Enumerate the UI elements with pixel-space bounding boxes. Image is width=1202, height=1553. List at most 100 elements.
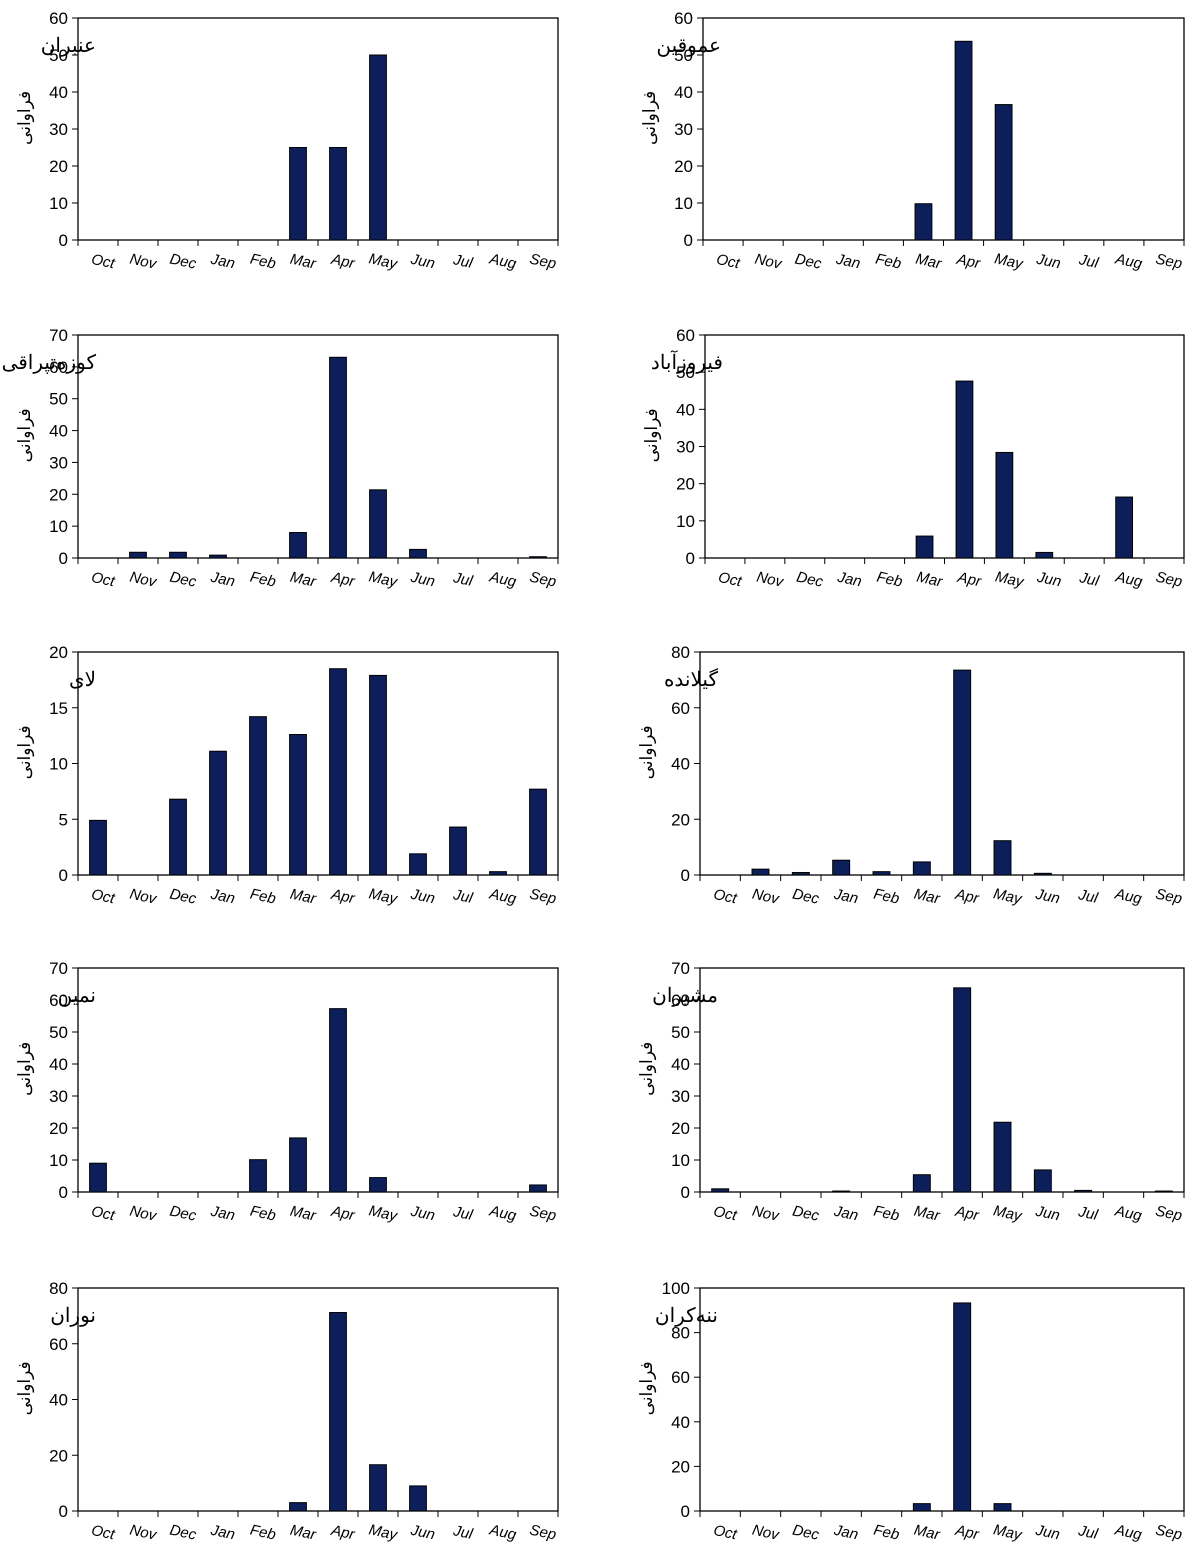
y-axis-label: فراوانی bbox=[640, 91, 660, 145]
y-tick-label: 20 bbox=[49, 643, 68, 662]
bar-nov bbox=[751, 868, 770, 876]
y-tick-label: 10 bbox=[49, 1151, 68, 1170]
y-tick-label: 40 bbox=[676, 400, 695, 419]
y-tick-label: 20 bbox=[49, 157, 68, 176]
plot-frame bbox=[699, 651, 1185, 876]
plot-frame bbox=[702, 17, 1185, 241]
y-tick-label: 70 bbox=[671, 959, 690, 978]
y-tick-label: 10 bbox=[49, 755, 68, 774]
x-tick-label: Sep bbox=[528, 886, 558, 908]
x-tick-label: Nov bbox=[751, 1522, 782, 1544]
x-tick-label: Jul bbox=[1077, 569, 1101, 590]
y-tick-label: 60 bbox=[676, 326, 695, 345]
bar-aug bbox=[1115, 496, 1134, 559]
x-tick-label: May bbox=[992, 885, 1025, 908]
bar-jan bbox=[209, 750, 227, 876]
y-tick-label: 20 bbox=[671, 1119, 690, 1138]
x-tick-label: Apr bbox=[953, 886, 981, 908]
bar-jun bbox=[1035, 551, 1054, 559]
bar-mar bbox=[912, 1174, 931, 1193]
y-tick-label: 60 bbox=[49, 991, 68, 1010]
x-tick-label: Mar bbox=[912, 1522, 942, 1544]
chart-panel: 0 20 40 60 80 100 Oct Nov Dec Jan Feb Mar Apr May Jun J… bbox=[637, 1279, 1185, 1544]
chart-panel: 0 10 20 30 40 50 60 70 Oct Nov Dec Jan Feb Mar Apr May J… bbox=[2, 326, 559, 591]
bar-mar bbox=[289, 147, 307, 241]
bar-mar bbox=[915, 535, 934, 559]
y-tick-label: 60 bbox=[49, 1335, 68, 1354]
y-axis-label: فراوانی bbox=[642, 408, 662, 462]
y-tick-label: 40 bbox=[671, 755, 690, 774]
x-tick-label: Jun bbox=[1033, 886, 1061, 908]
x-tick-label: Apr bbox=[953, 1522, 981, 1544]
x-tick-label: Sep bbox=[1154, 886, 1184, 908]
bar-oct bbox=[89, 819, 107, 876]
x-tick-label: Oct bbox=[712, 1203, 739, 1225]
x-tick-label: Aug bbox=[1113, 885, 1144, 908]
bar-feb bbox=[872, 871, 891, 876]
y-tick-label: 10 bbox=[671, 1151, 690, 1170]
y-tick-label: 30 bbox=[676, 438, 695, 457]
x-tick-label: Dec bbox=[168, 1522, 198, 1544]
x-tick-label: Feb bbox=[249, 1522, 278, 1544]
x-tick-label: Jun bbox=[408, 1522, 436, 1544]
x-tick-label: Nov bbox=[753, 251, 784, 273]
x-tick-label: Dec bbox=[793, 251, 823, 273]
x-tick-label: Sep bbox=[1154, 251, 1184, 273]
bar-may bbox=[369, 1177, 387, 1193]
x-tick-label: Sep bbox=[528, 1203, 558, 1225]
x-tick-label: May bbox=[992, 1202, 1025, 1225]
y-tick-label: 80 bbox=[671, 1324, 690, 1343]
x-tick-label: Apr bbox=[955, 569, 983, 591]
y-tick-label: 10 bbox=[49, 194, 68, 213]
y-tick-label: 30 bbox=[49, 120, 68, 139]
bar-mar bbox=[912, 1503, 931, 1512]
x-tick-label: Jan bbox=[834, 251, 862, 273]
y-tick-label: 0 bbox=[59, 231, 68, 250]
y-tick-label: 20 bbox=[671, 810, 690, 829]
bar-mar bbox=[289, 532, 307, 559]
x-tick-label: Oct bbox=[90, 251, 117, 273]
x-tick-label: Sep bbox=[1154, 1203, 1184, 1225]
x-tick-label: Apr bbox=[329, 886, 357, 908]
y-tick-label: 5 bbox=[59, 810, 68, 829]
bar-jun bbox=[409, 1485, 427, 1512]
x-tick-label: Jul bbox=[451, 251, 475, 272]
bar-nov bbox=[129, 551, 147, 559]
x-tick-label: Dec bbox=[168, 251, 198, 273]
y-axis-label: فراوانی bbox=[637, 1042, 657, 1096]
bar-dec bbox=[169, 798, 187, 876]
chart-title: لای bbox=[69, 667, 96, 691]
bar-apr bbox=[329, 147, 347, 241]
y-tick-label: 50 bbox=[671, 1023, 690, 1042]
y-tick-label: 20 bbox=[676, 475, 695, 494]
x-tick-label: Aug bbox=[1113, 1202, 1144, 1225]
y-axis-label: فراوانی bbox=[15, 1361, 35, 1415]
x-tick-label: Jan bbox=[208, 1522, 236, 1544]
x-tick-label: May bbox=[994, 568, 1027, 591]
x-tick-label: Aug bbox=[487, 568, 518, 591]
x-tick-label: Jul bbox=[1076, 1522, 1100, 1543]
y-tick-label: 60 bbox=[49, 358, 68, 377]
x-tick-label: May bbox=[367, 568, 400, 591]
bar-may bbox=[994, 104, 1013, 241]
x-tick-label: Dec bbox=[791, 886, 821, 908]
y-tick-label: 40 bbox=[674, 83, 693, 102]
x-tick-label: May bbox=[992, 1521, 1025, 1544]
bar-mar bbox=[912, 861, 931, 876]
y-tick-label: 0 bbox=[59, 866, 68, 885]
bar-may bbox=[993, 1503, 1012, 1512]
bar-jun bbox=[409, 853, 427, 876]
x-tick-label: Mar bbox=[912, 886, 942, 908]
y-tick-label: 30 bbox=[671, 1087, 690, 1106]
y-tick-label: 15 bbox=[49, 699, 68, 718]
bar-apr bbox=[329, 668, 347, 876]
bar-feb bbox=[249, 716, 267, 876]
x-tick-label: Feb bbox=[874, 251, 903, 273]
y-axis-label: فراوانی bbox=[15, 1042, 35, 1096]
y-tick-label: 20 bbox=[671, 1457, 690, 1476]
plot-frame bbox=[77, 334, 559, 559]
bar-jul bbox=[1074, 1189, 1093, 1193]
y-tick-label: 20 bbox=[49, 1119, 68, 1138]
bar-apr bbox=[953, 987, 972, 1193]
x-tick-label: Jan bbox=[208, 886, 236, 908]
